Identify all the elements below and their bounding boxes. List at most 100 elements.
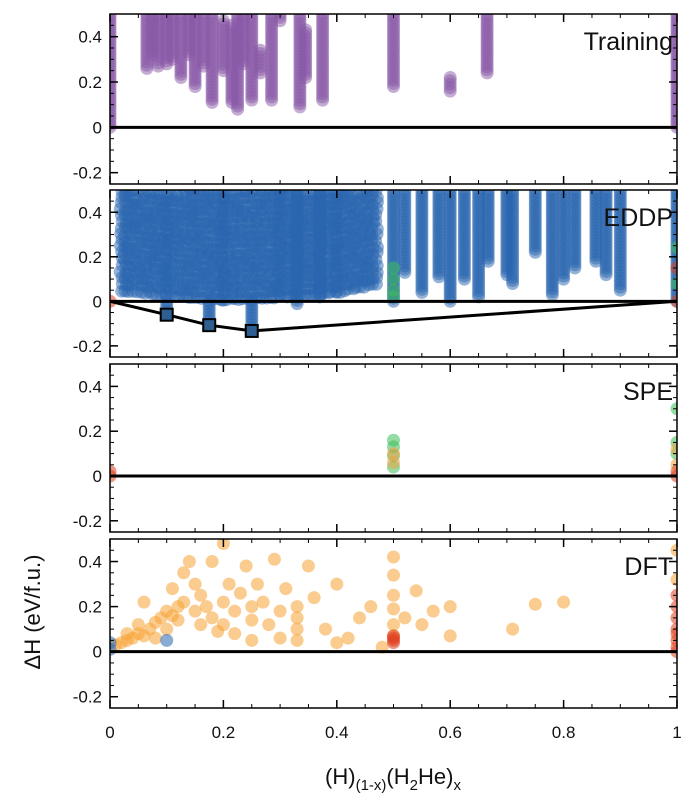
spe-point [387, 447, 400, 461]
eddp-point [398, 190, 412, 197]
dft-point [262, 618, 276, 632]
training-point [443, 71, 457, 84]
spe-point [387, 456, 400, 470]
dft-point [239, 559, 253, 573]
spe-point [670, 442, 677, 456]
training-point [253, 43, 267, 57]
dft-point [131, 618, 145, 632]
dft-point [387, 629, 400, 643]
dft-point [177, 566, 191, 580]
dft-point [528, 597, 542, 611]
eddp-panel-title: EDDP [604, 204, 673, 232]
y-tick-label: 0.2 [78, 422, 102, 441]
y-tick-label: 0.4 [78, 553, 102, 572]
training-point [480, 14, 494, 21]
dft-point [426, 604, 440, 618]
eddp-point [670, 277, 677, 290]
dft-point [228, 627, 242, 641]
y-tick-label: 0 [93, 643, 102, 662]
dft-point [353, 611, 366, 625]
eddp-point [506, 190, 520, 197]
x-axis-label: (H)(1-x)(H2He)x [325, 764, 461, 794]
dft-point [171, 613, 185, 627]
panels-layer: -0.2 0 0.2 0.4 Training -0.2 0 0.2 0.4 EDDP -0.2 0 0… [73, 13, 682, 742]
panel-training: -0.2 0 0.2 0.4 Training [73, 13, 678, 185]
eddp-point [387, 272, 400, 286]
x-tick-label: 1 [672, 723, 681, 742]
dft-point [273, 631, 287, 645]
dft-point [120, 627, 134, 641]
dft-point [415, 618, 429, 632]
dft-point [137, 595, 151, 609]
dft-point [188, 604, 202, 618]
y-tick-label: -0.2 [73, 512, 102, 531]
dft-point [387, 568, 400, 582]
eddp-points [110, 190, 677, 337]
x-tick-label: 0.6 [438, 723, 462, 742]
dft-point [245, 600, 259, 614]
panel-eddp: -0.2 0 0.2 0.4 EDDP [73, 189, 678, 358]
training-point [670, 14, 677, 21]
hull-marker [202, 318, 217, 333]
training-point [293, 14, 307, 21]
dft-point [330, 636, 344, 650]
eddp-point [432, 190, 446, 197]
x-tick-label: 0.4 [325, 723, 349, 742]
y-tick-label: -0.2 [73, 337, 102, 356]
y-tick-label: 0 [93, 467, 102, 486]
dft-point [273, 604, 287, 618]
y-tick-label: 0.2 [78, 598, 102, 617]
y-tick-label: 0.2 [78, 73, 102, 92]
eddp-point [568, 190, 582, 197]
y-tick-label: -0.2 [73, 164, 102, 183]
x-tick-label: 0.8 [552, 723, 576, 742]
spe-points [110, 402, 677, 483]
y-tick-label: 0 [93, 292, 102, 311]
dft-point [290, 600, 304, 614]
dft-point [245, 633, 259, 647]
eddp-point [545, 190, 559, 197]
dft-point [205, 555, 219, 568]
dft-point [216, 595, 230, 609]
dft-point [256, 595, 270, 609]
hull-marker [159, 307, 174, 322]
dft-panel-title: DFT [624, 553, 673, 581]
training-point [316, 14, 330, 21]
dft-point [290, 622, 304, 636]
hull-marker [244, 323, 259, 338]
spe-point [387, 433, 400, 447]
x-tick-label: 0.2 [212, 723, 236, 742]
training-panel-title: Training [584, 28, 673, 56]
dft-point [290, 611, 304, 625]
dft-point [267, 552, 281, 566]
dft-point [387, 602, 400, 616]
dft-point [160, 633, 174, 647]
y-tick-label: 0.4 [78, 203, 102, 222]
dft-points [110, 539, 677, 659]
y-tick-label: 0.4 [78, 28, 102, 47]
dft-point [557, 595, 571, 609]
dft-point [398, 611, 412, 625]
training-point [110, 14, 117, 21]
dft-point [148, 631, 162, 645]
dft-point [110, 636, 117, 650]
dft-point [199, 600, 213, 614]
y-tick-label: -0.2 [73, 688, 102, 707]
dft-point [670, 573, 677, 587]
training-point [205, 14, 219, 21]
dft-point [279, 582, 293, 596]
dft-point [245, 613, 259, 627]
dft-point [307, 591, 321, 605]
eddp-point [670, 190, 677, 197]
training-points [110, 14, 677, 134]
y-axis-label: ΔH (eV/f.u.) [20, 555, 45, 670]
dft-point [216, 618, 230, 632]
training-point [299, 23, 313, 37]
dft-point [364, 600, 378, 614]
dft-point [182, 555, 196, 568]
dft-point [160, 622, 174, 636]
eddp-point [290, 190, 304, 197]
y-tick-label: 0.2 [78, 248, 102, 267]
